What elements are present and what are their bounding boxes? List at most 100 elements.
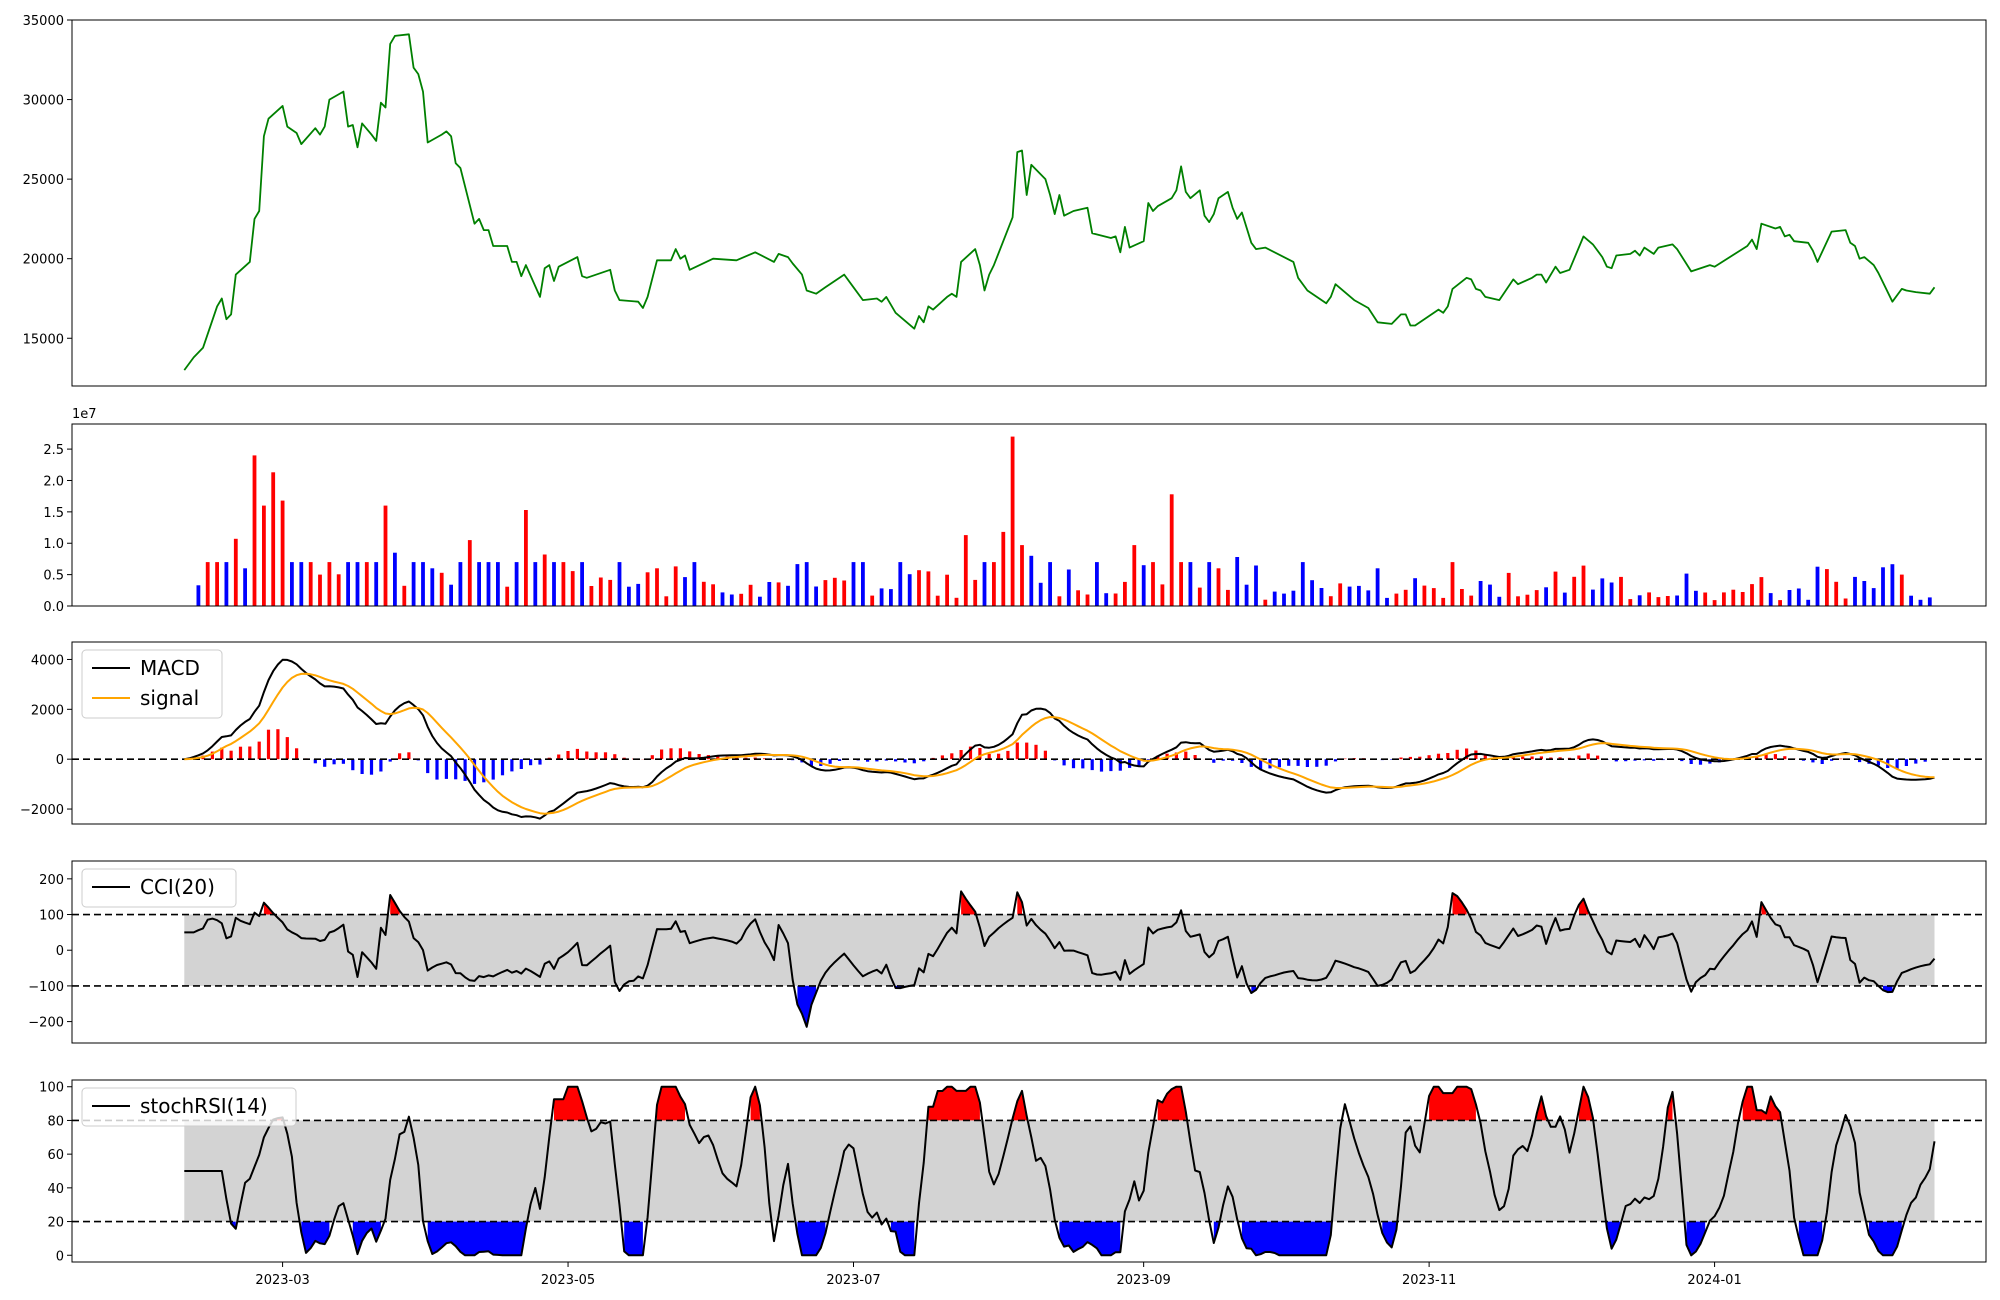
volume-bar bbox=[1656, 597, 1661, 606]
macd-histogram-bar bbox=[1305, 759, 1309, 767]
macd-histogram-bar bbox=[1783, 756, 1787, 760]
macd-histogram-bar bbox=[613, 754, 617, 760]
volume-bar bbox=[1076, 590, 1080, 606]
macd-histogram-bar bbox=[266, 729, 271, 760]
macd-histogram-bar bbox=[716, 755, 720, 760]
macd-histogram-bar bbox=[1904, 759, 1908, 766]
macd-histogram-bar bbox=[332, 759, 336, 765]
volume-bar bbox=[1328, 596, 1333, 606]
macd-histogram-bar bbox=[295, 748, 299, 760]
macd-histogram-bar bbox=[1184, 751, 1188, 760]
y-tick-label: 0.0 bbox=[43, 600, 64, 615]
volume-bar bbox=[1525, 594, 1530, 606]
volume-bar bbox=[1815, 566, 1820, 606]
macd-histogram-bar bbox=[407, 752, 411, 760]
y-tick-label: 60 bbox=[47, 1148, 64, 1163]
volume-bar bbox=[271, 472, 276, 606]
volume-bar bbox=[1684, 573, 1689, 606]
volume-bar bbox=[627, 586, 631, 606]
macd-histogram-bar bbox=[1858, 759, 1862, 763]
legend: MACD signal bbox=[81, 649, 223, 719]
legend: CCI(20) bbox=[81, 868, 237, 908]
volume-bar bbox=[1057, 596, 1062, 606]
macd-histogram-bar bbox=[772, 759, 776, 760]
volume-bar bbox=[1927, 597, 1932, 606]
macd-histogram-bar bbox=[1418, 756, 1422, 760]
macd-histogram-bar bbox=[875, 759, 879, 762]
macd-histogram-bar bbox=[1034, 744, 1038, 760]
x-tick-label: 2023-07 bbox=[826, 1273, 880, 1288]
macd-histogram-bar bbox=[398, 753, 402, 760]
x-tick-label: 2023-05 bbox=[541, 1273, 595, 1288]
y-tick-label: 4000 bbox=[31, 653, 64, 668]
macd-histogram-bar bbox=[763, 758, 767, 760]
y-tick-label: 2.0 bbox=[43, 474, 64, 489]
volume-bar bbox=[832, 577, 837, 606]
macd-histogram-bar bbox=[426, 759, 430, 774]
plot-frame bbox=[71, 1079, 1987, 1263]
volume-bar bbox=[636, 583, 641, 606]
macd-histogram-bar bbox=[1071, 759, 1076, 769]
volume-bar bbox=[374, 562, 379, 606]
macd-histogram-bar bbox=[1811, 759, 1815, 763]
macd-histogram-bar bbox=[1895, 759, 1899, 769]
volume-bar bbox=[1020, 545, 1024, 606]
macd-histogram-bar bbox=[1090, 759, 1094, 771]
macd-histogram-bar bbox=[1689, 759, 1693, 764]
macd-line bbox=[184, 658, 1935, 820]
macd-histogram-bar bbox=[1137, 759, 1141, 767]
volume-bar bbox=[655, 568, 659, 606]
volume-bar bbox=[945, 574, 949, 606]
macd-histogram-bar bbox=[1558, 757, 1562, 760]
volume-bar bbox=[898, 562, 903, 606]
volume-bar bbox=[1038, 582, 1043, 606]
macd-histogram-bar bbox=[1661, 759, 1665, 761]
volume-bar bbox=[1750, 584, 1754, 606]
volume-bar bbox=[1796, 588, 1801, 606]
volume-bar bbox=[1637, 595, 1642, 606]
macd-histogram-bar bbox=[1465, 748, 1469, 760]
volume-bar bbox=[552, 562, 556, 606]
macd-histogram-bar bbox=[753, 757, 757, 760]
volume-bar bbox=[224, 562, 229, 606]
y-tick-label: 35000 bbox=[23, 14, 64, 29]
volume-bar bbox=[823, 580, 828, 606]
volume-bar bbox=[467, 540, 472, 606]
volume-bar bbox=[701, 581, 706, 606]
macd-histogram-bar bbox=[1408, 756, 1412, 760]
volume-bar bbox=[1506, 572, 1511, 606]
volume-bar bbox=[1375, 568, 1380, 606]
plot-frame bbox=[71, 19, 1987, 387]
macd-histogram-bar bbox=[1577, 755, 1581, 760]
volume-bar bbox=[1853, 576, 1857, 606]
volume-bar bbox=[1441, 597, 1446, 606]
macd-histogram-bar bbox=[1698, 759, 1703, 765]
macd-histogram-bar bbox=[257, 741, 261, 760]
volume-bar bbox=[1066, 569, 1071, 606]
volume-bar bbox=[1469, 595, 1474, 606]
volume-bar bbox=[1619, 576, 1623, 606]
oversold-fill bbox=[231, 1221, 1902, 1256]
volume-bar bbox=[739, 593, 744, 606]
volume-bar bbox=[1226, 589, 1230, 606]
macd-histogram-bar bbox=[566, 751, 570, 760]
volume-bar bbox=[1600, 578, 1605, 606]
y-tick-label: 40 bbox=[47, 1182, 64, 1197]
volume-bar bbox=[1104, 593, 1109, 606]
volume-bar bbox=[1553, 571, 1558, 606]
volume-bar bbox=[1300, 562, 1305, 606]
macd-histogram-bar bbox=[1680, 759, 1684, 762]
price-panel: 15000 20000 25000 30000 35000 bbox=[23, 14, 1987, 387]
volume-bar bbox=[1694, 590, 1698, 606]
macd-histogram-bar bbox=[903, 759, 907, 763]
macd-histogram-bar bbox=[1876, 759, 1880, 766]
macd-histogram-bar bbox=[229, 750, 233, 760]
volume-bar bbox=[814, 586, 818, 606]
y-tick-label: −200 bbox=[28, 1016, 64, 1031]
macd-histogram-bar bbox=[894, 759, 898, 762]
macd-histogram-bar bbox=[1399, 757, 1403, 760]
volume-bar bbox=[308, 562, 313, 606]
volume-bar bbox=[1029, 555, 1034, 606]
macd-histogram-bar bbox=[1624, 759, 1628, 762]
